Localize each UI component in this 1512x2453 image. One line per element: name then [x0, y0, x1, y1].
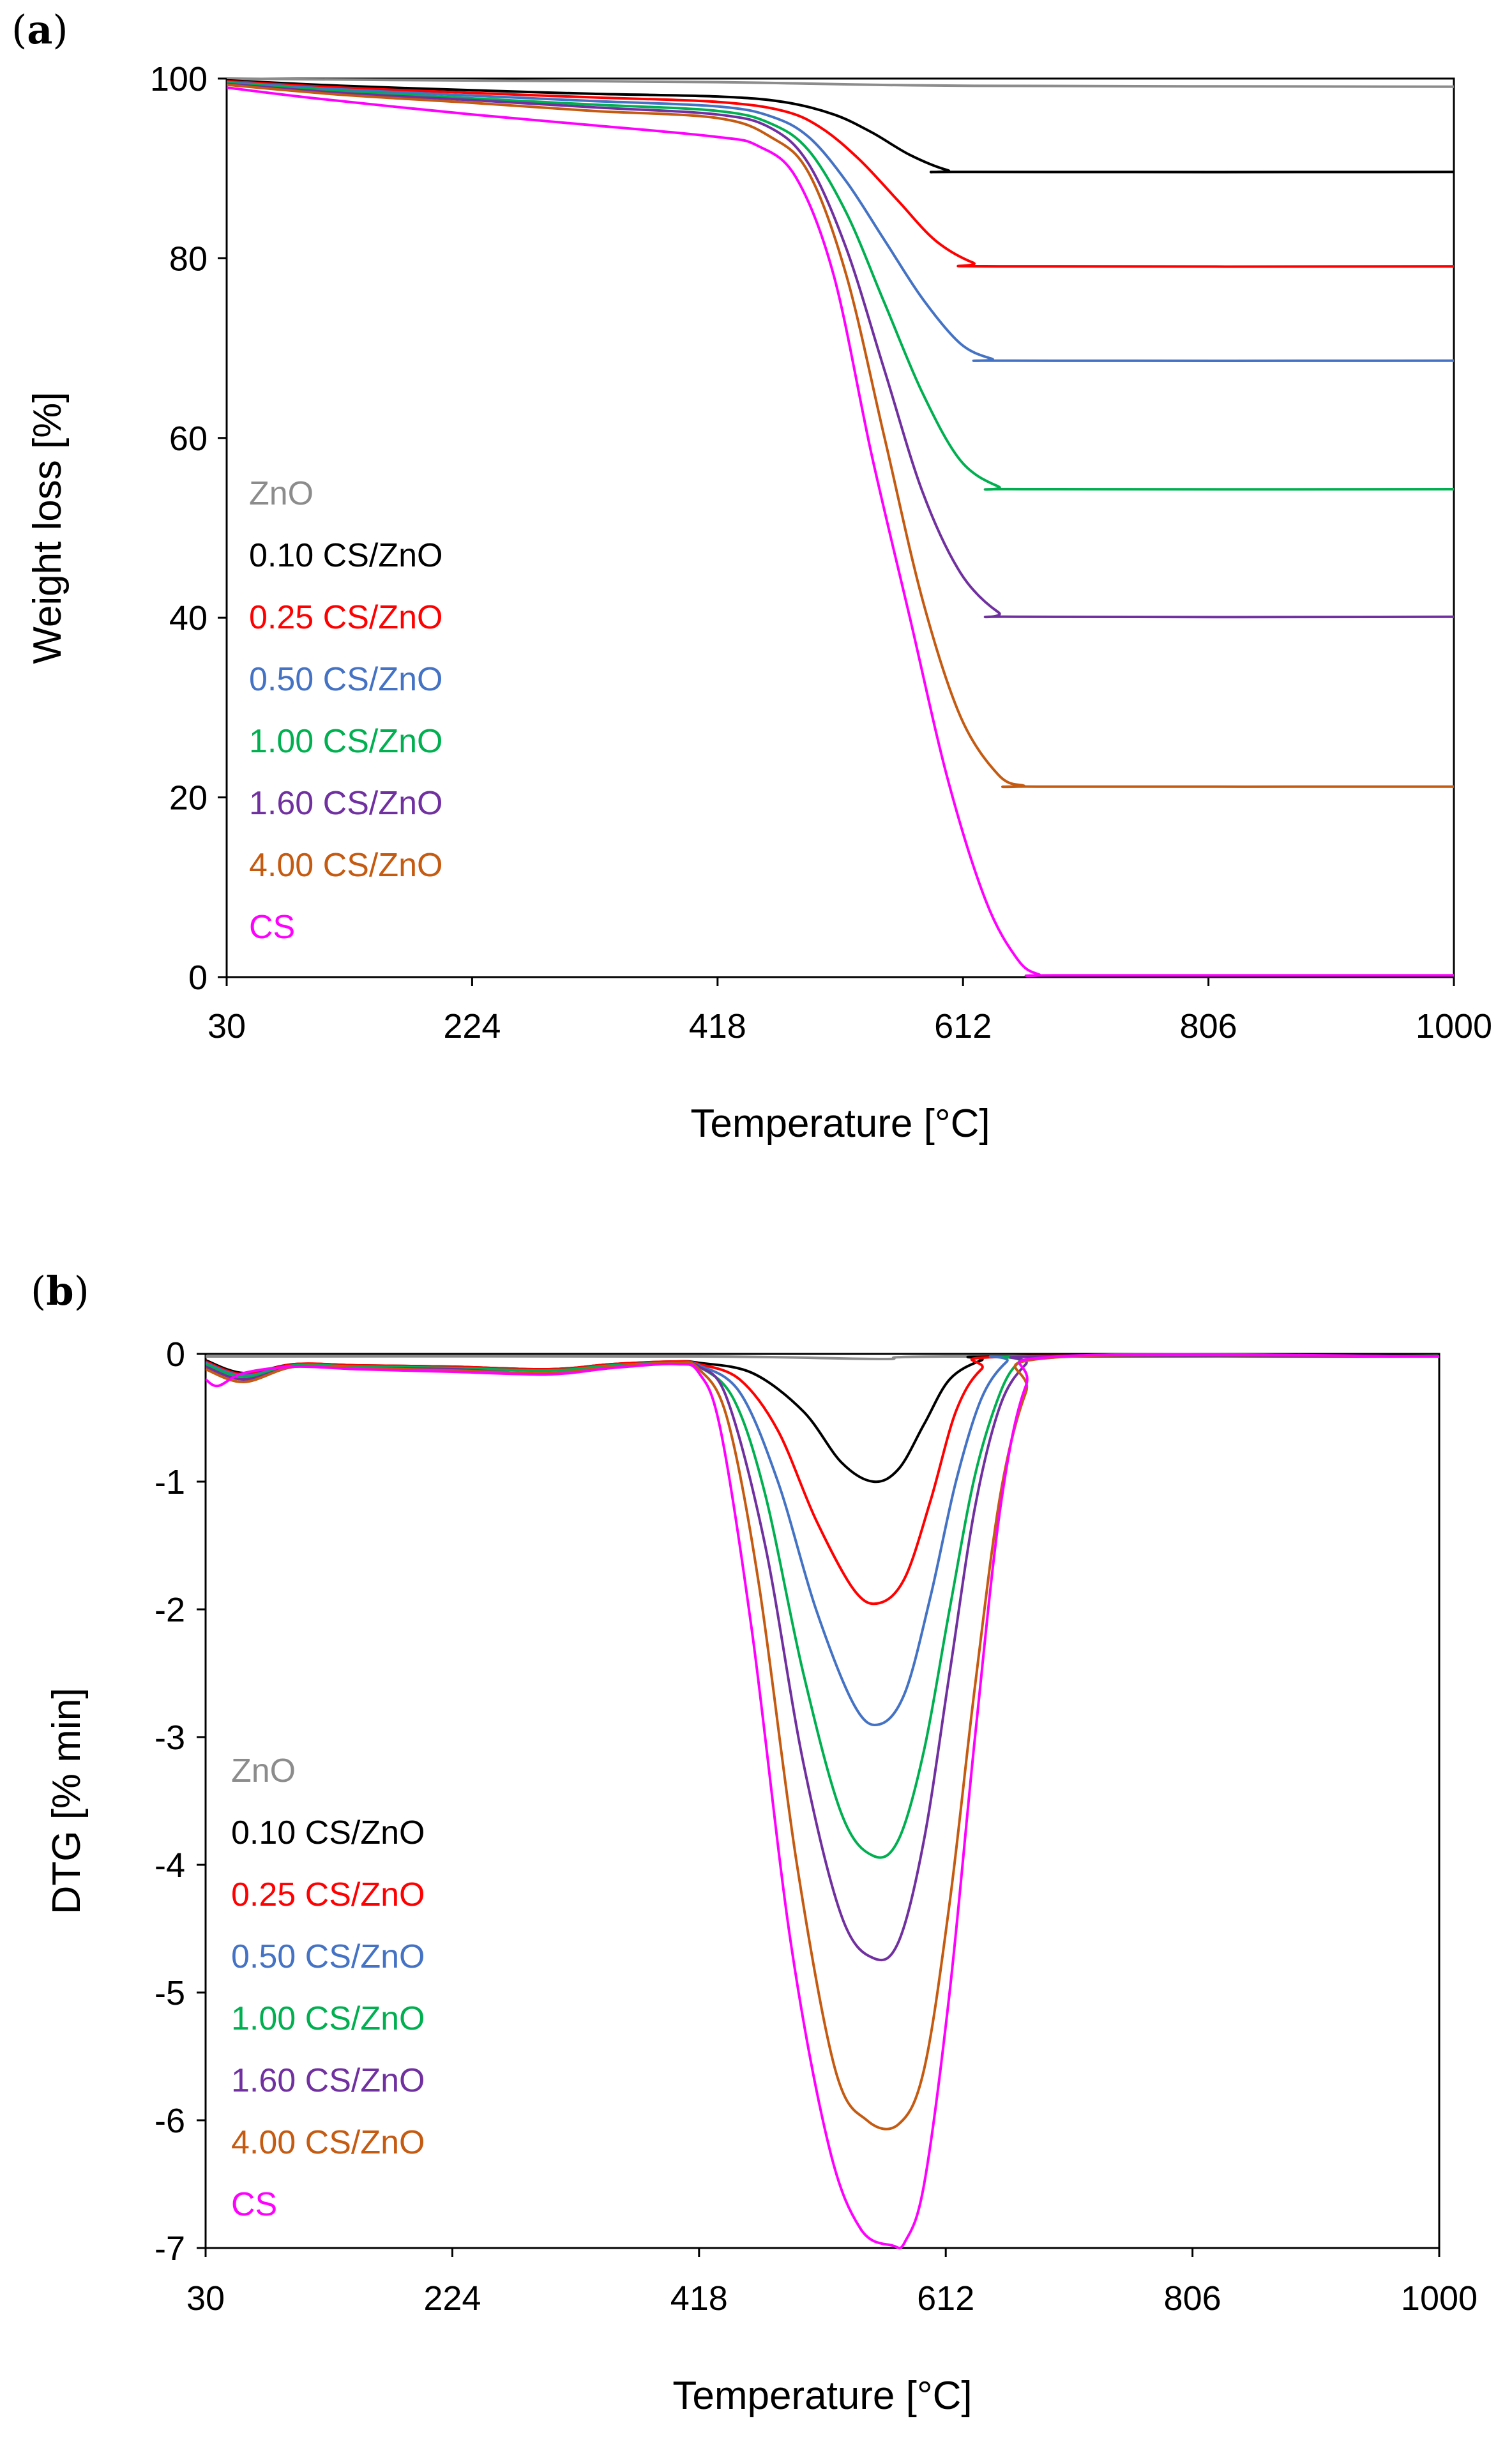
chart-a-series-line-7 [227, 86, 1454, 978]
chart-b-series-line-4 [206, 1355, 1439, 1859]
chart-b: 0 -1 -2 -3 -4 -5 -6 -730 224 418 612 806 1000 Tempera… [45, 1335, 1478, 2418]
panel-a-tag-close: ) [52, 6, 68, 53]
chart-a-x-axis-label: Temperature [°C] [690, 1102, 990, 1146]
chart-b-ytick-label-0: 0 [166, 1335, 185, 1374]
chart-a-series-line-2 [227, 80, 1454, 268]
chart-b-ytick-label-4: -4 [155, 1846, 185, 1885]
panel-a-tag-open: ( [11, 6, 27, 53]
chart-a-xtick-label-4: 806 [1180, 1007, 1237, 1045]
chart-b-legend-entry-4: 1.00 CS/ZnO [231, 2000, 425, 2037]
chart-a-ytick-label-0: 0 [188, 959, 208, 997]
chart-b-xtick-label-4: 806 [1164, 2279, 1221, 2318]
panel-b-tag-open: ( [31, 1268, 47, 1314]
chart-b-legend-entry-7: CS [231, 2186, 277, 2223]
chart-b-y-axis-label: DTG [% min] [45, 1688, 89, 1915]
panel-b-tag-close: ) [73, 1268, 89, 1314]
chart-b-xtick-label-3: 612 [917, 2279, 974, 2318]
panel-b-tag-letter: b [46, 1268, 74, 1314]
chart-a-series-line-6 [227, 83, 1454, 789]
chart-a-series-line-0 [227, 77, 1454, 88]
chart-a-legend-entry-5: 1.60 CS/ZnO [249, 785, 442, 822]
chart-b-ytick-label-7: -7 [155, 2229, 185, 2268]
chart-a-series-line-4 [227, 82, 1454, 491]
chart-a-legend-entry-7: CS [249, 909, 295, 946]
chart-b-legend-entry-6: 4.00 CS/ZnO [231, 2124, 425, 2161]
chart-a-xtick-label-1: 224 [443, 1007, 501, 1045]
chart-b-legend-entry-1: 0.10 CS/ZnO [231, 1814, 425, 1851]
chart-b-xtick-label-2: 418 [670, 2279, 728, 2318]
chart-a-ytick-label-5: 100 [150, 60, 208, 98]
chart-a-series-line-3 [227, 80, 1454, 363]
chart-a-legend-entry-0: ZnO [249, 475, 314, 512]
chart-b-legend-entry-2: 0.25 CS/ZnO [231, 1876, 425, 1913]
chart-b-xtick-label-5: 1000 [1401, 2279, 1478, 2318]
chart-a-legend-entry-6: 4.00 CS/ZnO [249, 847, 442, 884]
chart-b-legend-entry-5: 1.60 CS/ZnO [231, 2062, 425, 2099]
chart-b-series-line-2 [206, 1354, 1439, 1606]
panel-a-tag-letter: a [27, 6, 53, 53]
chart-b-ytick-label-3: -3 [155, 1719, 185, 1757]
chart-b-xtick-label-0: 30 [186, 2279, 225, 2318]
chart-b-ytick-label-6: -6 [155, 2102, 185, 2140]
chart-b-x-axis-label: Temperature [°C] [672, 2374, 972, 2418]
chart-a-series-line-5 [227, 82, 1454, 619]
chart-a-xtick-label-0: 30 [208, 1007, 246, 1045]
chart-b-xtick-label-1: 224 [423, 2279, 481, 2318]
chart-a-xtick-label-3: 612 [934, 1007, 992, 1045]
chart-a-xtick-label-5: 1000 [1416, 1007, 1492, 1045]
chart-b-series-line-1 [206, 1355, 1439, 1484]
chart-b-ytick-label-2: -2 [155, 1591, 185, 1629]
chart-b-legend-entry-3: 0.50 CS/ZnO [231, 1938, 425, 1975]
chart-a-legend-entry-1: 0.10 CS/ZnO [249, 537, 442, 574]
chart-a-legend-entry-4: 1.00 CS/ZnO [249, 723, 442, 760]
chart-a: 0 20 40 60 80 100 30 224 418 612 806 1000 Temperatur… [26, 60, 1492, 1146]
chart-a-series-line-1 [227, 79, 1454, 174]
chart-a-ytick-label-3: 60 [169, 420, 208, 458]
panel-a-tag: (a) [11, 6, 68, 53]
chart-a-legend-entry-3: 0.50 CS/ZnO [249, 661, 442, 698]
chart-a-ytick-label-2: 40 [169, 599, 208, 637]
chart-a-ytick-label-1: 20 [169, 779, 208, 817]
chart-a-ytick-label-4: 80 [169, 239, 208, 278]
chart-a-legend-entry-2: 0.25 CS/ZnO [249, 599, 442, 636]
chart-b-ytick-label-1: -1 [155, 1463, 185, 1501]
chart-b-ytick-label-5: -5 [155, 1974, 185, 2012]
panel-b-tag: (b) [31, 1268, 89, 1314]
chart-a-y-axis-label: Weight loss [%] [26, 391, 70, 664]
chart-b-series-line-3 [206, 1355, 1439, 1726]
chart-a-xtick-label-2: 418 [689, 1007, 746, 1045]
chart-b-plot-frame [204, 1353, 1440, 2249]
chart-b-legend-entry-0: ZnO [231, 1752, 296, 1789]
chart-a-plot-frame [225, 77, 1455, 978]
chart-b-series-line-5 [206, 1355, 1439, 1962]
chart-b-series-line-7 [206, 1353, 1439, 2250]
